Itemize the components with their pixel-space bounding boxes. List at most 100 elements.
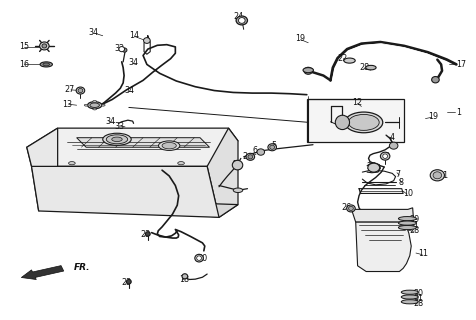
- Text: 31: 31: [414, 294, 424, 303]
- Text: 4: 4: [390, 133, 395, 142]
- Ellipse shape: [182, 274, 188, 279]
- Ellipse shape: [119, 47, 125, 52]
- Text: 34: 34: [89, 28, 99, 37]
- Text: 27: 27: [65, 85, 75, 94]
- Text: 34: 34: [105, 117, 115, 126]
- Ellipse shape: [270, 145, 275, 149]
- Text: 20: 20: [198, 254, 208, 263]
- Text: 7: 7: [396, 170, 401, 179]
- Ellipse shape: [40, 62, 52, 67]
- Ellipse shape: [112, 137, 122, 141]
- Ellipse shape: [42, 44, 47, 48]
- Polygon shape: [27, 128, 238, 166]
- Text: 29: 29: [410, 215, 420, 224]
- Ellipse shape: [380, 152, 390, 160]
- Polygon shape: [351, 208, 414, 224]
- Text: 30: 30: [414, 289, 424, 298]
- Ellipse shape: [401, 295, 418, 299]
- Text: 31: 31: [410, 221, 420, 230]
- Text: 17: 17: [456, 60, 466, 69]
- Ellipse shape: [197, 256, 201, 260]
- Ellipse shape: [268, 144, 277, 151]
- Ellipse shape: [383, 154, 387, 158]
- Text: 5: 5: [271, 141, 277, 150]
- Ellipse shape: [238, 18, 245, 23]
- Ellipse shape: [433, 172, 442, 179]
- Text: 13: 13: [62, 100, 72, 109]
- Ellipse shape: [78, 88, 83, 92]
- Ellipse shape: [304, 67, 313, 74]
- Ellipse shape: [335, 115, 349, 130]
- Ellipse shape: [93, 100, 97, 102]
- Ellipse shape: [159, 141, 180, 150]
- Polygon shape: [207, 128, 238, 217]
- Text: 19: 19: [295, 35, 305, 44]
- Text: 3: 3: [232, 162, 238, 171]
- Bar: [307, 100, 404, 142]
- Ellipse shape: [432, 76, 439, 83]
- Ellipse shape: [401, 300, 418, 304]
- Ellipse shape: [401, 290, 418, 294]
- Text: 21: 21: [438, 172, 448, 180]
- Ellipse shape: [146, 232, 150, 236]
- Ellipse shape: [84, 104, 88, 106]
- Text: 34: 34: [129, 58, 139, 67]
- Text: 24: 24: [233, 12, 243, 21]
- Ellipse shape: [398, 217, 416, 221]
- Text: 28: 28: [410, 226, 420, 235]
- Text: 8: 8: [398, 178, 404, 187]
- Ellipse shape: [236, 16, 248, 25]
- Text: 16: 16: [19, 60, 29, 69]
- Ellipse shape: [93, 108, 97, 110]
- Ellipse shape: [366, 65, 376, 70]
- Text: 28: 28: [359, 63, 369, 72]
- Text: 12: 12: [352, 98, 362, 107]
- Text: 23: 23: [141, 230, 151, 239]
- Ellipse shape: [76, 87, 85, 94]
- Text: 33: 33: [115, 122, 125, 131]
- Text: FR.: FR.: [74, 263, 91, 272]
- Ellipse shape: [144, 38, 150, 44]
- Ellipse shape: [430, 170, 445, 181]
- Ellipse shape: [127, 279, 131, 284]
- Text: 32: 32: [115, 44, 125, 53]
- Ellipse shape: [69, 162, 75, 165]
- Text: 6: 6: [252, 146, 257, 155]
- Ellipse shape: [246, 153, 255, 160]
- Text: 25: 25: [366, 162, 377, 171]
- Ellipse shape: [162, 142, 176, 149]
- Ellipse shape: [40, 42, 49, 50]
- Ellipse shape: [90, 103, 99, 108]
- Ellipse shape: [398, 226, 416, 230]
- Ellipse shape: [347, 205, 355, 212]
- Text: 14: 14: [129, 31, 139, 40]
- Ellipse shape: [248, 155, 253, 159]
- Polygon shape: [31, 166, 219, 217]
- Ellipse shape: [303, 68, 314, 73]
- Text: 2: 2: [243, 152, 248, 161]
- Ellipse shape: [348, 206, 353, 211]
- Polygon shape: [356, 222, 411, 271]
- Ellipse shape: [348, 115, 379, 130]
- Text: 19: 19: [428, 113, 438, 122]
- Ellipse shape: [398, 221, 416, 225]
- Ellipse shape: [101, 104, 105, 106]
- Polygon shape: [27, 128, 58, 211]
- Ellipse shape: [122, 48, 127, 52]
- Ellipse shape: [344, 58, 355, 63]
- Ellipse shape: [178, 162, 184, 165]
- Text: 1: 1: [456, 108, 461, 117]
- Ellipse shape: [232, 160, 243, 170]
- Text: 10: 10: [403, 189, 413, 198]
- Ellipse shape: [103, 133, 131, 145]
- Text: 22: 22: [337, 53, 348, 62]
- FancyArrow shape: [21, 266, 64, 280]
- Ellipse shape: [233, 188, 243, 193]
- Ellipse shape: [43, 63, 50, 66]
- Ellipse shape: [106, 135, 128, 144]
- Text: 26: 26: [341, 203, 352, 212]
- Ellipse shape: [368, 163, 380, 172]
- Ellipse shape: [257, 149, 265, 155]
- Ellipse shape: [195, 254, 203, 262]
- Polygon shape: [77, 138, 209, 147]
